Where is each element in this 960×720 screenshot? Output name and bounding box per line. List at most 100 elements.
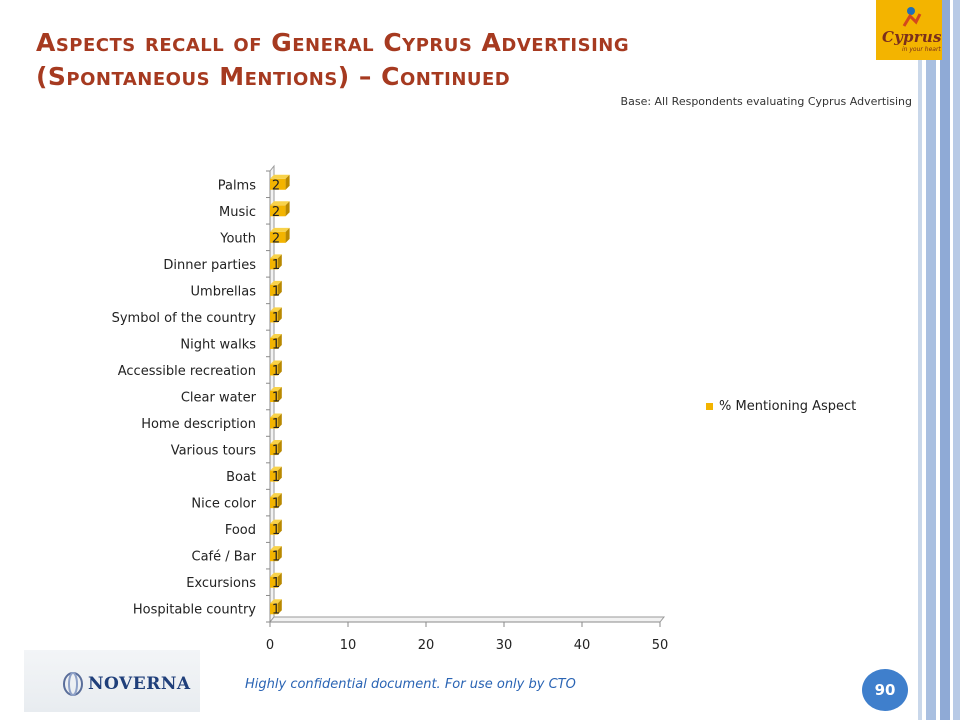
cyprus-figure-icon [902, 7, 922, 27]
bar-side-face [285, 201, 290, 217]
bar-top-face [270, 307, 282, 312]
page-number: 90 [862, 669, 908, 711]
data-label: 2 [272, 231, 280, 246]
category-label: Symbol of the country [112, 311, 257, 326]
category-label: Music [219, 205, 256, 220]
bar-side-face [277, 360, 282, 376]
category-label: Dinner parties [163, 258, 256, 273]
title-line-1: Aspects recall of General Cyprus Adverti… [36, 28, 630, 57]
bar [270, 576, 278, 588]
bar-top-face [270, 519, 282, 524]
bar-top-face [270, 280, 282, 285]
bar [270, 470, 278, 482]
data-label: 2 [272, 178, 280, 193]
bar-side-face [277, 280, 282, 296]
bar-top-face [270, 466, 282, 471]
category-label: Night walks [180, 337, 256, 352]
bar-top-face [270, 254, 282, 259]
category-label: Food [225, 523, 256, 538]
logo-text: Cyprus [882, 28, 942, 46]
data-label: 2 [272, 205, 280, 220]
noverna-globe-icon [63, 672, 83, 696]
category-label: Nice color [191, 497, 256, 512]
category-label: Various tours [171, 444, 257, 459]
category-label: Clear water [181, 391, 257, 406]
bar [270, 258, 278, 270]
bar-top-face [270, 227, 290, 232]
category-label: Boat [226, 470, 256, 485]
bar-side-face [277, 440, 282, 456]
cyprus-logo: Cyprus in your heart [876, 0, 942, 60]
x-tick-label: 20 [418, 638, 435, 653]
legend-swatch [706, 403, 713, 410]
category-label: Excursions [186, 576, 256, 591]
category-label: Palms [218, 178, 256, 193]
bar-side-face [277, 599, 282, 615]
confidential-note: Highly confidential document. For use on… [245, 677, 576, 692]
bar-top-face [270, 546, 282, 551]
base-note: Base: All Respondents evaluating Cyprus … [620, 95, 912, 108]
bar-side-face [277, 519, 282, 535]
data-label: 1 [272, 364, 280, 379]
bar [270, 497, 278, 509]
category-label: Hospitable country [133, 603, 256, 618]
x-tick-label: 50 [652, 638, 669, 653]
bar-side-face [277, 546, 282, 562]
data-label: 1 [272, 523, 280, 538]
bar [270, 550, 278, 562]
bar [270, 311, 278, 323]
bar [270, 523, 278, 535]
x-tick-label: 40 [574, 638, 591, 653]
category-label: Café / Bar [192, 550, 257, 565]
noverna-logo: NOVERNA [24, 650, 200, 712]
bar [270, 284, 278, 296]
bar-side-face [277, 493, 282, 509]
x-tick-label: 0 [266, 638, 274, 653]
bar-top-face [270, 413, 282, 418]
data-label: 1 [272, 417, 280, 432]
title-line-2: (Spontaneous Mentions) – Continued [36, 62, 511, 91]
bar-side-face [277, 387, 282, 402]
data-label: 1 [272, 603, 280, 618]
slide-title: Aspects recall of General Cyprus Adverti… [36, 26, 856, 94]
bar [270, 337, 278, 349]
bar-top-face [270, 572, 282, 577]
bar-side-face [285, 174, 290, 190]
data-label: 1 [272, 284, 280, 299]
data-label: 1 [272, 470, 280, 485]
bar [270, 364, 278, 376]
category-label: Accessible recreation [118, 364, 256, 379]
data-label: 1 [272, 311, 280, 326]
bar [270, 178, 286, 190]
data-label: 1 [272, 337, 280, 352]
bar-side-face [277, 572, 282, 588]
bar [270, 205, 286, 217]
bar-side-face [277, 333, 282, 349]
logo-subtext: in your heart [902, 46, 941, 53]
data-label: 1 [272, 444, 280, 459]
bar-top-face [270, 360, 282, 365]
bar-top-face [270, 440, 282, 445]
decorative-right-rail [912, 0, 960, 720]
bar [270, 417, 278, 429]
noverna-logo-text: NOVERNA [88, 674, 191, 694]
bar-side-face [277, 307, 282, 323]
category-label: Home description [141, 417, 256, 432]
data-label: 1 [272, 258, 280, 273]
data-label: 1 [272, 550, 280, 565]
bar-top-face [270, 333, 282, 338]
data-label: 1 [272, 497, 280, 512]
bar [270, 231, 286, 243]
bar-top-face [270, 174, 290, 179]
bar-top-face [270, 493, 282, 498]
bar-side-face [277, 413, 282, 429]
bar-side-face [277, 254, 282, 270]
bar-top-face [270, 387, 282, 391]
bar [270, 444, 278, 456]
category-label: Umbrellas [191, 284, 257, 299]
x-tick-label: 30 [496, 638, 513, 653]
bar [270, 391, 278, 402]
data-label: 1 [272, 391, 280, 406]
bar-side-face [285, 227, 290, 243]
